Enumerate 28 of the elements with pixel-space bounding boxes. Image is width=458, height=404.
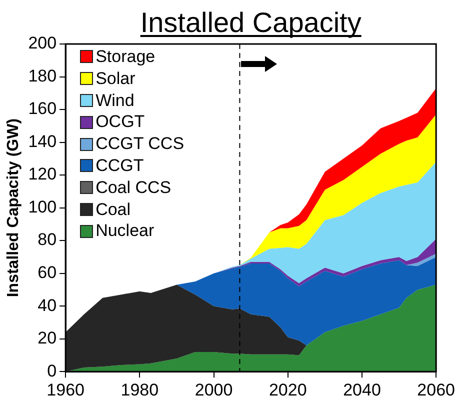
legend-label: Solar: [96, 68, 136, 90]
y-tick-label: 80: [38, 230, 57, 250]
legend-label: Nuclear: [96, 220, 154, 242]
y-tick-label: 100: [28, 197, 57, 216]
y-tick-label: 120: [28, 164, 57, 184]
y-tick-label: 40: [38, 296, 57, 315]
x-tick-label: 1980: [120, 380, 159, 400]
chart-title: Installed Capacity: [140, 7, 362, 38]
y-tick-label: 180: [28, 66, 57, 86]
legend-label: OCGT: [96, 111, 145, 134]
x-tick-label: 1960: [46, 380, 84, 400]
legend-label: Wind: [96, 90, 134, 112]
legend-label: Coal CCS: [96, 176, 172, 199]
x-tick-label: 2000: [194, 380, 233, 400]
y-tick-label: 140: [28, 132, 57, 151]
legend-label: CCGT: [96, 154, 144, 177]
x-tick-label: 2040: [343, 380, 381, 400]
y-tick-label: 200: [28, 34, 57, 53]
legend-label: Storage: [96, 46, 156, 68]
legend-label: Coal: [96, 198, 131, 220]
y-tick-label: 0: [47, 361, 57, 380]
y-axis-title: Installed Capacity (GW): [5, 118, 22, 298]
y-tick-label: 20: [38, 328, 57, 348]
y-tick-label: 160: [28, 99, 57, 118]
y-tick-label: 60: [38, 263, 57, 282]
legend-label: CCGT CCS: [96, 133, 184, 155]
x-tick-label: 2060: [417, 380, 456, 400]
x-tick-label: 2020: [268, 380, 307, 400]
